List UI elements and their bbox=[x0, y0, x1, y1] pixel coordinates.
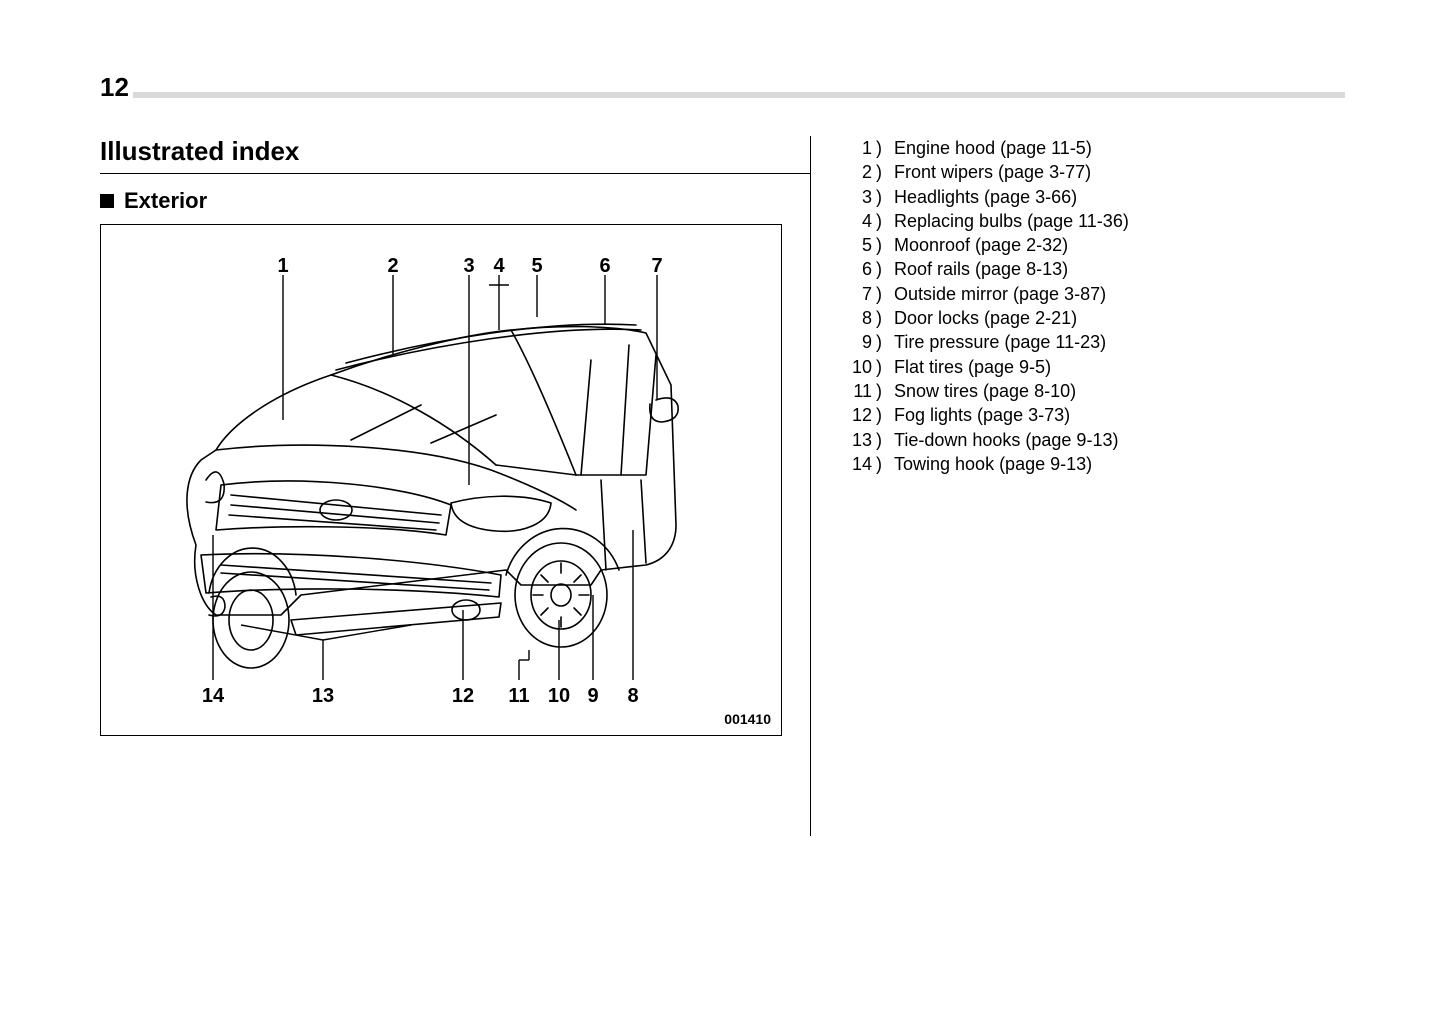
legend-num: 3 bbox=[838, 185, 876, 209]
page-number: 12 bbox=[100, 72, 133, 103]
legend-text: Front wipers (page 3-77) bbox=[886, 160, 1091, 184]
legend-item: 1)Engine hood (page 11-5) bbox=[838, 136, 1345, 160]
legend-num: 1 bbox=[838, 136, 876, 160]
legend-item: 9)Tire pressure (page 11-23) bbox=[838, 330, 1345, 354]
callout-number: 9 bbox=[587, 685, 598, 708]
page-title: Illustrated index bbox=[100, 136, 810, 167]
legend-num: 4 bbox=[838, 209, 876, 233]
callout-number: 5 bbox=[531, 255, 542, 278]
exterior-figure: 1234567141312111098 001410 bbox=[100, 224, 782, 736]
legend-item: 5)Moonroof (page 2-32) bbox=[838, 233, 1345, 257]
legend-text: Fog lights (page 3-73) bbox=[886, 403, 1070, 427]
legend-text: Flat tires (page 9-5) bbox=[886, 355, 1051, 379]
legend-paren: ) bbox=[876, 330, 886, 354]
subheading-label: Exterior bbox=[124, 188, 207, 214]
legend-item: 6)Roof rails (page 8-13) bbox=[838, 257, 1345, 281]
callout-number: 14 bbox=[202, 685, 224, 708]
legend-text: Towing hook (page 9-13) bbox=[886, 452, 1092, 476]
title-rule bbox=[100, 173, 810, 174]
legend-paren: ) bbox=[876, 160, 886, 184]
legend-list: 1)Engine hood (page 11-5)2)Front wipers … bbox=[838, 136, 1345, 476]
legend-paren: ) bbox=[876, 233, 886, 257]
car-diagram-svg bbox=[101, 225, 781, 735]
legend-num: 11 bbox=[838, 379, 876, 403]
legend-text: Moonroof (page 2-32) bbox=[886, 233, 1068, 257]
content-area: Illustrated index Exterior bbox=[100, 136, 1345, 966]
legend-text: Engine hood (page 11-5) bbox=[886, 136, 1092, 160]
legend-paren: ) bbox=[876, 257, 886, 281]
legend-num: 2 bbox=[838, 160, 876, 184]
callout-number: 4 bbox=[493, 255, 504, 278]
callout-number: 8 bbox=[627, 685, 638, 708]
subheading: Exterior bbox=[100, 188, 810, 214]
legend-text: Replacing bulbs (page 11-36) bbox=[886, 209, 1129, 233]
legend-item: 3)Headlights (page 3-66) bbox=[838, 185, 1345, 209]
legend-num: 9 bbox=[838, 330, 876, 354]
legend-paren: ) bbox=[876, 282, 886, 306]
left-column: Illustrated index Exterior bbox=[100, 136, 810, 966]
legend-text: Snow tires (page 8-10) bbox=[886, 379, 1076, 403]
legend-paren: ) bbox=[876, 209, 886, 233]
legend-item: 13)Tie-down hooks (page 9-13) bbox=[838, 428, 1345, 452]
legend-paren: ) bbox=[876, 306, 886, 330]
legend-paren: ) bbox=[876, 379, 886, 403]
column-divider bbox=[810, 136, 811, 836]
legend-text: Outside mirror (page 3-87) bbox=[886, 282, 1106, 306]
callout-number: 13 bbox=[312, 685, 334, 708]
legend-item: 14)Towing hook (page 9-13) bbox=[838, 452, 1345, 476]
legend-text: Roof rails (page 8-13) bbox=[886, 257, 1068, 281]
callout-number: 6 bbox=[599, 255, 610, 278]
legend-num: 6 bbox=[838, 257, 876, 281]
header-rule bbox=[100, 92, 1345, 98]
legend-paren: ) bbox=[876, 452, 886, 476]
legend-item: 8)Door locks (page 2-21) bbox=[838, 306, 1345, 330]
manual-page: 12 Illustrated index Exterior bbox=[0, 0, 1445, 1026]
legend-text: Tie-down hooks (page 9-13) bbox=[886, 428, 1118, 452]
legend-item: 7)Outside mirror (page 3-87) bbox=[838, 282, 1345, 306]
square-bullet-icon bbox=[100, 194, 114, 208]
legend-item: 2)Front wipers (page 3-77) bbox=[838, 160, 1345, 184]
callout-number: 1 bbox=[277, 255, 288, 278]
callout-number: 7 bbox=[651, 255, 662, 278]
legend-paren: ) bbox=[876, 355, 886, 379]
legend-paren: ) bbox=[876, 428, 886, 452]
legend-item: 12)Fog lights (page 3-73) bbox=[838, 403, 1345, 427]
legend-item: 10)Flat tires (page 9-5) bbox=[838, 355, 1345, 379]
legend-num: 12 bbox=[838, 403, 876, 427]
legend-item: 4)Replacing bulbs (page 11-36) bbox=[838, 209, 1345, 233]
legend-item: 11)Snow tires (page 8-10) bbox=[838, 379, 1345, 403]
legend-text: Headlights (page 3-66) bbox=[886, 185, 1077, 209]
legend-num: 8 bbox=[838, 306, 876, 330]
callout-number: 10 bbox=[548, 685, 570, 708]
right-column: 1)Engine hood (page 11-5)2)Front wipers … bbox=[810, 136, 1345, 966]
legend-text: Tire pressure (page 11-23) bbox=[886, 330, 1106, 354]
legend-paren: ) bbox=[876, 136, 886, 160]
legend-text: Door locks (page 2-21) bbox=[886, 306, 1077, 330]
callout-number: 11 bbox=[508, 685, 529, 708]
figure-id: 001410 bbox=[724, 711, 771, 727]
callout-number: 2 bbox=[387, 255, 398, 278]
legend-paren: ) bbox=[876, 185, 886, 209]
legend-num: 7 bbox=[838, 282, 876, 306]
callout-number: 3 bbox=[463, 255, 474, 278]
callout-number: 12 bbox=[452, 685, 474, 708]
legend-num: 13 bbox=[838, 428, 876, 452]
legend-num: 14 bbox=[838, 452, 876, 476]
legend-num: 5 bbox=[838, 233, 876, 257]
legend-num: 10 bbox=[838, 355, 876, 379]
legend-paren: ) bbox=[876, 403, 886, 427]
